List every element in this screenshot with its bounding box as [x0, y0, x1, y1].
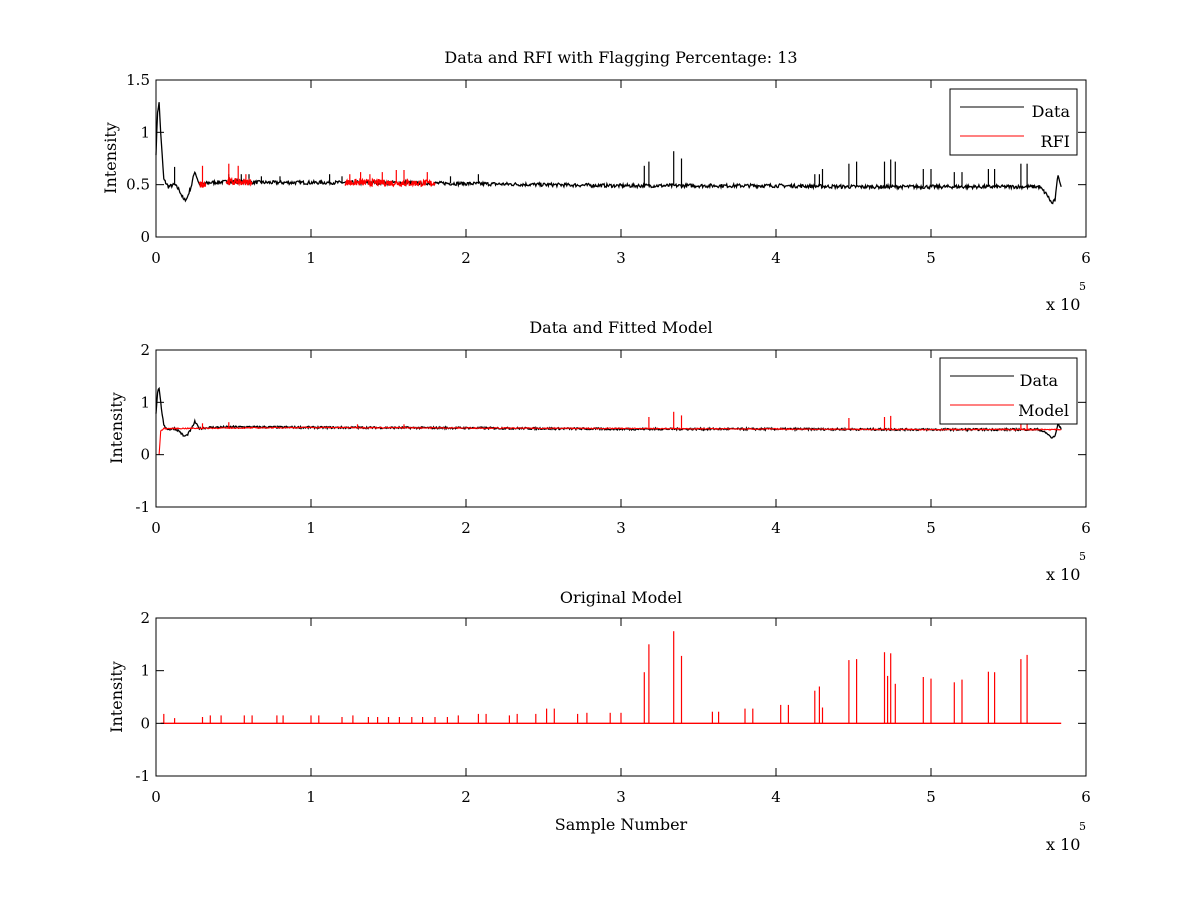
panel-1-series-rfi [225, 176, 253, 187]
panel-1-x-multiplier-exponent: 5 [1079, 280, 1086, 293]
panel-1-ytick-label: 0.5 [126, 176, 150, 194]
panel-2-legend-data: Data [1020, 371, 1059, 390]
panel-1-legend-rfi: RFI [1041, 132, 1070, 151]
panel-3-plot-area [160, 631, 1062, 724]
panel-1-series-rfi [198, 180, 207, 188]
panel-1-plot-area [155, 102, 1062, 205]
panel-2-plot-area [155, 386, 1062, 455]
panel-1-xtick-label: 0 [151, 249, 161, 267]
panel-2-xtick-label: 0 [151, 519, 161, 537]
panel-3-xlabel: Sample Number [555, 815, 688, 834]
panel-1-xtick-label: 1 [306, 249, 316, 267]
panel-1-xtick-label: 3 [616, 249, 626, 267]
panel-3-ytick-label: 0 [140, 714, 150, 732]
panel-1-ylabel: Intensity [101, 122, 120, 194]
panel-1-ytick-label: 1 [140, 123, 150, 141]
panel-2-x-multiplier: x 10 [1046, 565, 1080, 584]
panel-2-title: Data and Fitted Model [529, 318, 712, 337]
panel-2-ytick-label: -1 [135, 498, 150, 516]
panel-2-legend-box [939, 357, 1078, 425]
panel-1-xtick-label: 2 [461, 249, 471, 267]
panel-3-ytick-label: 1 [140, 662, 150, 680]
panel-2-legend: Data Model [939, 357, 1078, 425]
panel-3-xtick-label: 6 [1081, 788, 1091, 806]
panel-3-ytick-label: -1 [135, 767, 150, 785]
panel-1: Data and RFI with Flagging Percentage: 1… [101, 48, 1091, 314]
panel-2-series-model [158, 426, 1062, 455]
panel-2-ytick-label: 1 [140, 393, 150, 411]
panel-3-ylabel: Intensity [107, 661, 126, 733]
panel-2-x-multiplier-base: x 10 [1046, 565, 1080, 584]
panel-1-ytick-label: 1.5 [126, 71, 150, 89]
panel-1-xtick-label: 6 [1081, 249, 1091, 267]
panel-3-xtick-label: 4 [771, 788, 781, 806]
panel-2-xtick-label: 2 [461, 519, 471, 537]
panel-3-xtick-label: 5 [926, 788, 936, 806]
panel-1-ticks: 0 1 2 3 4 5 6 0 0.5 1 1.5 [126, 71, 1091, 267]
panel-3-xtick-label: 3 [616, 788, 626, 806]
panel-2-ytick-label: 2 [140, 341, 150, 359]
panel-3-title: Original Model [560, 588, 682, 607]
panel-2-x-multiplier-exponent: 5 [1079, 550, 1086, 563]
panel-3-xtick-label: 2 [461, 788, 471, 806]
panel-1-legend-box [949, 88, 1078, 156]
panel-1-legend: Data RFI [949, 88, 1078, 156]
panel-2-xtick-label: 6 [1081, 519, 1091, 537]
panel-3-x-multiplier-base: x 10 [1046, 835, 1080, 854]
panel-2-xtick-label: 3 [616, 519, 626, 537]
panel-1-xtick-label: 5 [926, 249, 936, 267]
panel-2-ytick-label: 0 [140, 446, 150, 464]
panel-2-xtick-label: 5 [926, 519, 936, 537]
panel-3-x-multiplier: x 10 [1046, 835, 1080, 854]
panel-2-xtick-label: 4 [771, 519, 781, 537]
panel-2-ylabel: Intensity [107, 392, 126, 464]
panel-2-xtick-label: 1 [306, 519, 316, 537]
panel-1-x-multiplier-base: x 10 [1046, 295, 1080, 314]
panel-1-xtick-label: 4 [771, 249, 781, 267]
panel-1-x-multiplier: x 10 [1046, 295, 1080, 314]
panel-1-title: Data and RFI with Flagging Percentage: 1… [444, 48, 797, 67]
panel-2-legend-model: Model [1018, 401, 1069, 420]
panel-1-series-data [155, 102, 1062, 205]
panel-3-xtick-label: 0 [151, 788, 161, 806]
panel-3-ytick-label: 2 [140, 609, 150, 627]
panel-3-x-multiplier-exponent: 5 [1079, 820, 1086, 833]
panel-3-xtick-label: 1 [306, 788, 316, 806]
panel-1-ytick-label: 0 [140, 228, 150, 246]
panel-1-legend-data: Data [1032, 102, 1071, 121]
